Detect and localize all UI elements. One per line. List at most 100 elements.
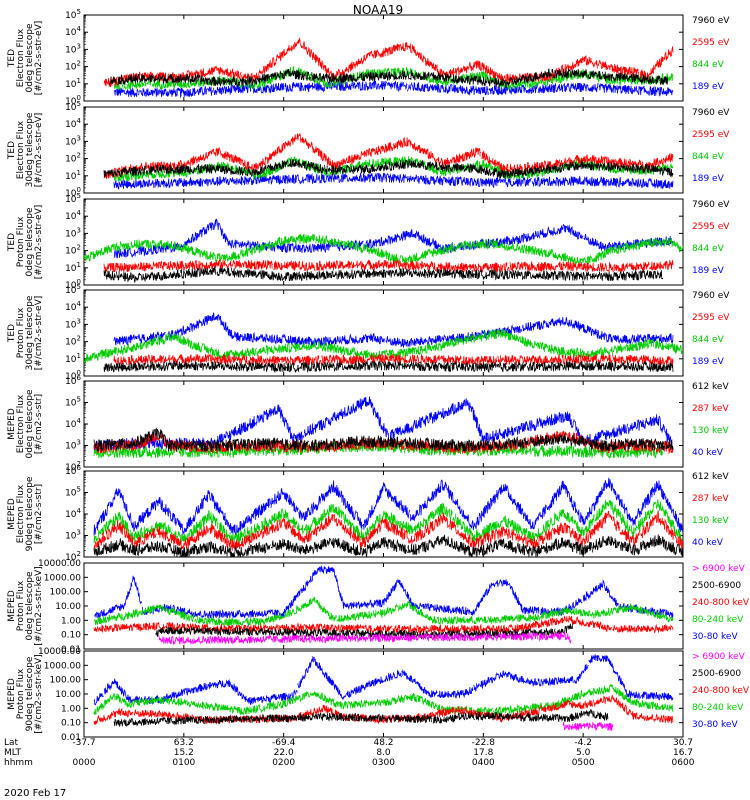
legend-entry: 7960 eV xyxy=(692,108,730,118)
legend-entry: 130 keV xyxy=(692,516,729,526)
legend-entry: 2500-6900 xyxy=(692,581,741,591)
y-tick-label: 105 xyxy=(65,283,81,296)
y-tick-label: 10.00 xyxy=(55,602,81,612)
y-axis-label: MEPEDElectron Flux90deg telescope[#/cm2-… xyxy=(7,476,44,551)
x-tick-mlt: 8.0 xyxy=(376,748,391,758)
panel-1: 100 101 102 103 104 105 TEDElectron Flux0deg t… xyxy=(7,8,730,107)
legend-entry: 189 eV xyxy=(692,357,725,367)
y-tick-label: 105 xyxy=(65,8,81,21)
legend-entry: 30-80 keV xyxy=(692,720,738,730)
legend-entry: > 6900 keV xyxy=(692,564,746,574)
legend-entry: 844 eV xyxy=(692,152,725,162)
y-tick-label: 100 xyxy=(65,369,81,382)
series-line xyxy=(158,631,572,646)
series-2500-6900 xyxy=(113,708,609,728)
series-line xyxy=(103,266,664,283)
series-844-ev xyxy=(84,233,683,265)
y-tick-label: 101 xyxy=(65,261,81,274)
series-844-ev xyxy=(84,329,683,365)
series-group xyxy=(93,477,683,557)
legend-entry: 189 eV xyxy=(692,266,725,276)
legend-entry: 80-240 keV xyxy=(692,703,744,713)
series--6900-kev xyxy=(158,631,572,646)
series-80-240-kev xyxy=(93,597,674,627)
panel-4: 100 101 102 103 104 105 TEDProton Flux30deg te… xyxy=(7,283,730,382)
legend-entry: 30-80 keV xyxy=(692,632,738,642)
legend-entry: 2595 eV xyxy=(692,130,730,140)
y-tick-label: 105 xyxy=(65,192,81,205)
y-axis-label: TEDElectron Flux0deg telescope[#/cm2-s-s… xyxy=(7,21,44,96)
x-tick-lat: -37.7 xyxy=(72,738,95,748)
panel-8: 0.01 0.10 1.00 10.00 100.00 1000.00 10000.00ME… xyxy=(7,647,750,743)
y-tick-label: 104 xyxy=(65,117,81,130)
series-7960-ev xyxy=(103,266,664,283)
series-189-ev xyxy=(113,312,674,348)
series-line xyxy=(562,722,614,732)
panel-7: 0.010.101.0010.00100.001000.0010000.00ME… xyxy=(7,559,750,655)
y-tick-label: 103 xyxy=(65,134,81,147)
y-tick-label: 1000.00 xyxy=(44,661,81,671)
series-group xyxy=(93,654,674,732)
y-tick-label: 105 xyxy=(65,396,81,409)
date-label: 2020 Feb 17 xyxy=(4,788,66,799)
series-40-kev xyxy=(93,477,683,537)
y-tick-label: 105 xyxy=(65,100,81,113)
x-row-label: hhmm xyxy=(4,758,33,768)
legend-entry: 844 eV xyxy=(692,244,725,254)
y-tick-label: 106 xyxy=(65,374,81,387)
series-line xyxy=(94,565,674,620)
y-tick-label: 100.00 xyxy=(50,676,82,686)
series-line xyxy=(103,37,674,88)
y-tick-label: 103 xyxy=(65,529,81,542)
series-7960-ev xyxy=(103,158,674,179)
series-group xyxy=(93,396,674,460)
y-tick-label: 104 xyxy=(65,209,81,222)
legend: 7960 eV 2595 eV 844 eV 189 eV xyxy=(692,291,730,367)
y-tick-label: 1.00 xyxy=(61,704,81,714)
series-2595-ev xyxy=(103,258,674,273)
x-tick-hhmm: 0100 xyxy=(172,758,195,768)
legend-entry: 189 eV xyxy=(692,174,725,184)
series-line xyxy=(103,258,674,273)
series-line xyxy=(113,171,674,190)
x-tick-lat: 30.7 xyxy=(673,738,693,748)
legend-entry: 240-800 keV xyxy=(692,598,750,608)
legend-entry: 2595 eV xyxy=(692,222,730,232)
series-30-80-kev xyxy=(94,565,674,620)
panel-3: 100 101 102 103 104 105 TEDProton Flux0deg tel… xyxy=(7,192,730,291)
legend: 612 keV 287 keV 130 keV 40 keV xyxy=(692,472,729,548)
y-tick-label: 10.00 xyxy=(55,690,81,700)
y-tick-label: 100.00 xyxy=(50,588,82,598)
series-line xyxy=(93,597,674,627)
x-tick-mlt: 15.2 xyxy=(174,748,194,758)
series-line xyxy=(113,353,674,367)
legend: > 6900 keV 2500-6900 240-800 keV 80-240 keV… xyxy=(692,564,750,642)
panel-6: 102 103 104 105 106 MEPEDElectron Flux90deg t… xyxy=(7,464,729,563)
y-axis-label: MEPEDElectron Flux0deg telescope[#/cm2-s… xyxy=(7,389,44,459)
y-tick-label: 102 xyxy=(65,550,81,563)
y-tick-label: 101 xyxy=(65,169,81,182)
legend-entry: 7960 eV xyxy=(692,200,730,210)
series-line xyxy=(84,329,683,365)
series-line xyxy=(103,158,674,179)
x-tick-hhmm: 0600 xyxy=(672,758,695,768)
legend-entry: 80-240 keV xyxy=(692,615,744,625)
y-axis-label: TEDProton Flux0deg telescope[#/cm2-s-str… xyxy=(7,205,44,280)
y-tick-label: 0.01 xyxy=(61,733,81,743)
y-tick-label: 105 xyxy=(65,486,81,499)
legend-entry: 2595 eV xyxy=(692,38,730,48)
series-line xyxy=(93,534,683,557)
y-tick-label: 102 xyxy=(65,60,81,73)
series-line xyxy=(103,359,674,373)
series-line xyxy=(93,499,683,544)
legend: > 6900 keV 2500-6900 240-800 keV 80-240 keV… xyxy=(692,652,750,730)
legend-entry: 189 eV xyxy=(692,82,725,92)
x-tick-hhmm: 0500 xyxy=(572,758,595,768)
x-tick-mlt: 16.7 xyxy=(673,748,693,758)
x-row-label: MLT xyxy=(4,748,22,758)
panel-2: 100 101 102 103 104 105 TEDElectron Flux30deg … xyxy=(7,100,730,199)
y-axis-label: MEPEDProton Flux90deg telescope[#/cm2-s-… xyxy=(7,654,44,733)
series-287-kev xyxy=(93,510,683,551)
x-tick-lat: -69.4 xyxy=(272,738,296,748)
